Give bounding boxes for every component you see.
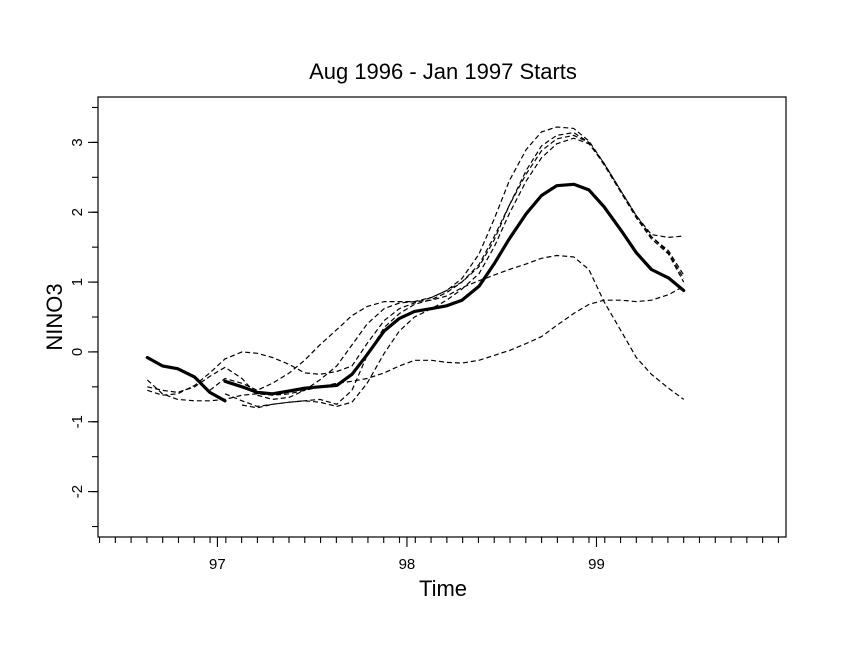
axis-ticks <box>88 106 779 547</box>
x-tick-label: 99 <box>588 556 605 573</box>
y-tick-label: 0 <box>69 348 86 356</box>
series-layer <box>145 126 686 409</box>
forecast-series-line <box>147 254 685 401</box>
x-axis-label: Time <box>419 576 467 601</box>
forecast-series-line <box>209 131 685 391</box>
observed-series-line <box>145 355 227 403</box>
y-tick-label: 3 <box>69 138 86 146</box>
y-tick-label: 2 <box>69 208 86 216</box>
x-tick-label: 97 <box>209 556 226 573</box>
axis-tick-labels: 97 98 99 -2 -1 0 1 2 3 <box>69 138 605 573</box>
chart-title: Aug 1996 - Jan 1997 Starts <box>309 59 577 84</box>
y-tick-label: -1 <box>69 415 86 428</box>
observed-series-line <box>223 182 686 396</box>
y-axis-label: NINO3 <box>42 283 67 350</box>
x-tick-label: 98 <box>399 556 416 573</box>
forecast-series-line <box>224 134 685 408</box>
plot-frame <box>97 96 787 538</box>
forecast-series-line <box>241 137 685 409</box>
forecast-series-line <box>147 126 684 396</box>
y-tick-label: 1 <box>69 278 86 286</box>
y-tick-label: -2 <box>69 485 86 498</box>
forecast-series-line <box>146 285 684 402</box>
